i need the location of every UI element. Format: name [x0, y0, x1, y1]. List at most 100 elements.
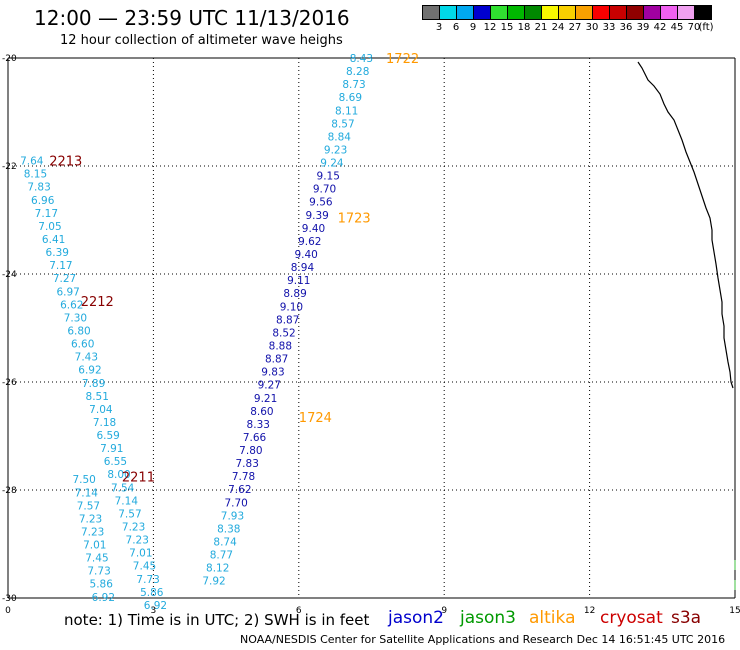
color-scale-label: 6: [452, 22, 460, 33]
swh-value: 6.41: [42, 234, 65, 246]
color-scale-label: 15: [500, 22, 514, 33]
swh-value: 9.40: [294, 249, 317, 261]
swh-value: 6.62: [60, 299, 83, 311]
swh-value: 7.80: [239, 445, 262, 457]
color-scale-label: 39: [636, 22, 650, 33]
color-scale-label: 12: [483, 22, 497, 33]
swh-value: 5.86: [140, 587, 164, 599]
swh-value: 8.73: [342, 79, 365, 91]
swh-value: 8.12: [206, 563, 229, 575]
swh-value: 7.73: [136, 574, 159, 586]
swh-value: 6.55: [104, 456, 127, 468]
swh-value: 7.50: [72, 474, 95, 486]
swh-value: 6.92: [92, 592, 115, 604]
x-tick-label: 12: [584, 606, 595, 616]
swh-value: 8.88: [269, 340, 292, 352]
swh-value: 8.87: [276, 314, 299, 326]
color-scale-label: 36: [619, 22, 633, 33]
swh-value: 8.89: [283, 288, 306, 300]
swh-value: 7.14: [75, 487, 99, 499]
pass-number-label: 1723: [338, 211, 371, 226]
swh-value: 7.30: [64, 312, 87, 324]
swh-value: 6.96: [31, 195, 55, 207]
swh-value: 8.60: [250, 406, 273, 418]
swh-value: 9.21: [254, 393, 277, 405]
swh-value: 9.70: [313, 184, 336, 196]
color-scale-label: 21: [534, 22, 548, 33]
pass-number-label: 2212: [81, 295, 114, 310]
swh-value: 9.56: [309, 197, 333, 209]
pass-number-label: 2211: [122, 471, 155, 486]
swh-value: 6.80: [67, 325, 90, 337]
swh-value: 7.01: [129, 548, 152, 560]
swh-value: 9.39: [305, 210, 328, 222]
swh-value: 8.94: [291, 262, 315, 274]
swh-value: 7.57: [118, 508, 141, 520]
swh-value: 9.11: [287, 275, 310, 287]
swh-value: 8.69: [339, 92, 362, 104]
x-tick-label: 0: [5, 606, 11, 616]
map-subtitle: 12 hour collection of altimeter wave hei…: [60, 33, 343, 48]
legend-cryosat: cryosat: [600, 608, 663, 628]
swh-value: 5.86: [90, 579, 114, 591]
y-tick-label: -22: [2, 162, 17, 172]
x-tick-label: 6: [296, 606, 302, 616]
x-tick-label: 3: [151, 606, 157, 616]
color-scale-label: 18: [517, 22, 531, 33]
swh-value: 7.23: [122, 522, 145, 534]
color-scale-label: 3: [435, 22, 443, 33]
credit-line: NOAA/NESDIS Center for Satellite Applica…: [240, 633, 726, 646]
color-scale-label: 30: [585, 22, 599, 33]
swh-value: 7.92: [202, 576, 225, 588]
swh-value: 7.83: [236, 458, 259, 470]
color-scale-bar: [422, 5, 712, 20]
swh-value: 7.23: [126, 535, 149, 547]
swh-value: 8.11: [335, 105, 358, 117]
swh-value: 7.89: [82, 378, 105, 390]
y-tick-label: -20: [2, 54, 17, 64]
swh-value: 7.05: [38, 221, 61, 233]
legend-altika: altika: [529, 608, 576, 628]
swh-value: 7.54: [111, 482, 135, 494]
legend-jason3: jason3: [460, 608, 516, 628]
map-title: 12:00 — 23:59 UTC 11/13/2016: [34, 6, 350, 30]
swh-value: 6.60: [71, 339, 94, 351]
swh-value: 7.45: [85, 553, 108, 565]
swh-value: 8.77: [210, 550, 233, 562]
swh-value: 7.91: [100, 443, 123, 455]
swh-value: 8.15: [24, 169, 47, 181]
swh-value: 7.27: [53, 273, 76, 285]
swh-value: 9.83: [261, 367, 284, 379]
swh-value: 7.43: [75, 352, 98, 364]
color-scale-label: 45: [670, 22, 684, 33]
color-scale-label: 70: [687, 22, 701, 33]
swh-value: 7.70: [224, 497, 247, 509]
y-tick-label: -28: [2, 486, 17, 496]
swh-points: 7.648.157.836.967.177.056.416.397.177.27…: [20, 53, 373, 612]
swh-value: 7.23: [81, 526, 104, 538]
color-scale-label: 9: [469, 22, 477, 33]
swh-value: 9.15: [317, 171, 340, 183]
swh-value: 7.14: [115, 495, 139, 507]
swh-value: 8.28: [346, 66, 369, 78]
swh-value: 7.18: [93, 417, 116, 429]
color-scale-label: 42: [653, 22, 667, 33]
swh-value: 7.17: [49, 260, 72, 272]
color-scale-label: 24: [551, 22, 565, 33]
swh-value: 7.17: [35, 208, 58, 220]
color-swatch: [694, 5, 712, 20]
swh-value: 8.52: [272, 327, 295, 339]
y-tick-label: -24: [2, 270, 17, 280]
swh-value: 7.93: [221, 510, 244, 522]
swh-value: 9.40: [302, 223, 325, 235]
swh-value: 8.57: [331, 118, 354, 130]
swh-value: 6.92: [144, 600, 167, 612]
pass-number-label: 1722: [386, 52, 419, 67]
swh-value: 8.38: [217, 523, 240, 535]
swh-value: 6.97: [56, 286, 79, 298]
swh-value: 7.66: [243, 432, 267, 444]
pass-labels: 1722 1723 1724 2213 2212 2211: [49, 52, 419, 486]
swh-value: 6.59: [96, 430, 119, 442]
pass-number-label: 1724: [299, 411, 332, 426]
axis-labels: 0 3 6 9 12 15 -20 -22 -24 -26 -28 -30: [2, 54, 740, 616]
